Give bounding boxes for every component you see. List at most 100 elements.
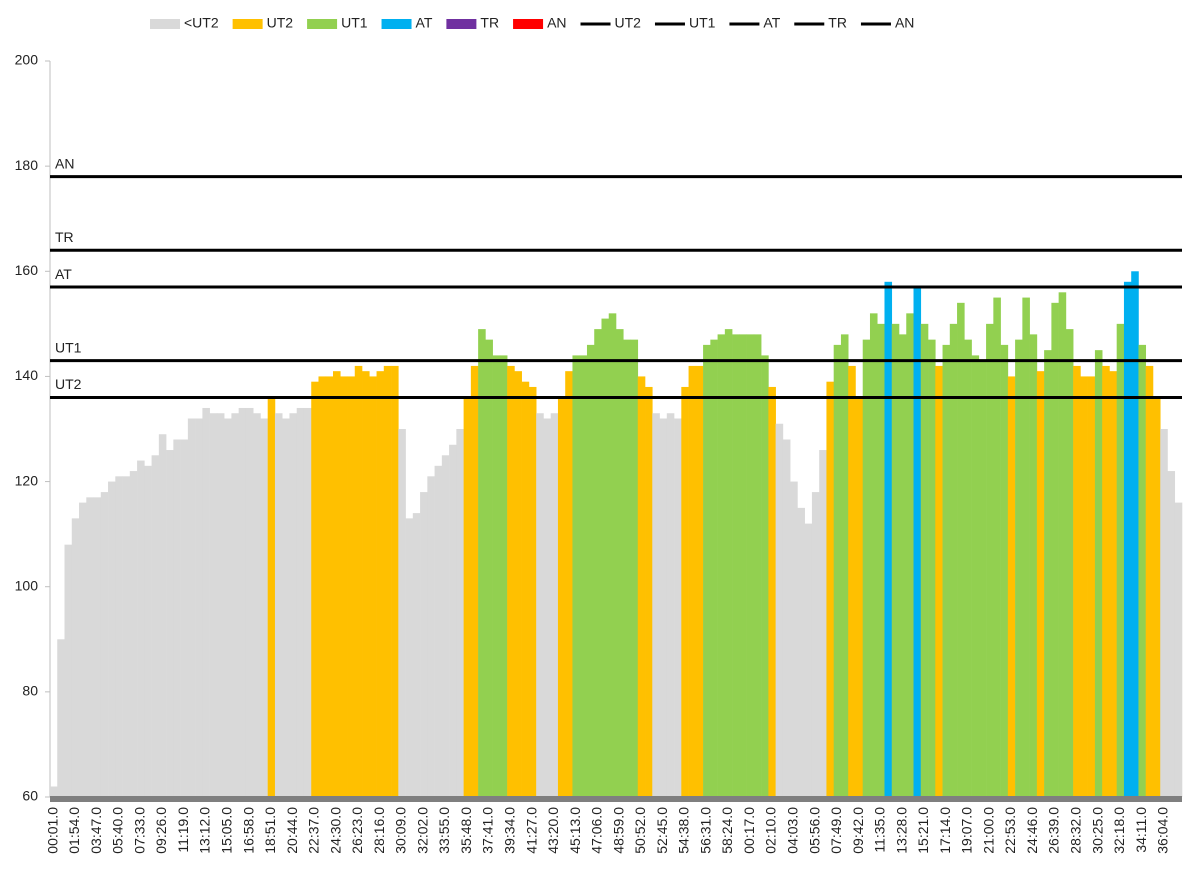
bar [282, 418, 290, 797]
bar [724, 329, 733, 797]
x-tick-label: 22:37.0 [306, 807, 322, 854]
bar [383, 365, 392, 797]
bar [209, 413, 218, 797]
legend-label: <UT2 [184, 15, 219, 31]
x-tick-label: 17:14.0 [937, 807, 953, 854]
bar [391, 365, 399, 797]
bar [100, 492, 109, 797]
legend-swatch [150, 19, 180, 29]
bar [703, 344, 711, 797]
x-tick-label: 33:55.0 [436, 807, 452, 854]
x-tick-label: 26:23.0 [349, 807, 365, 854]
bar [695, 365, 704, 797]
legend-label: UT2 [615, 15, 642, 31]
bar [1160, 429, 1168, 797]
bar [862, 339, 871, 797]
bar [717, 334, 726, 797]
x-tick-label: 32:02.0 [414, 807, 430, 854]
bar [187, 418, 196, 797]
bar [855, 397, 864, 797]
x-tick-label: 34:11.0 [1133, 807, 1149, 853]
x-tick-label: 09:42.0 [850, 807, 866, 854]
bar [993, 297, 1001, 797]
x-tick-label: 52:45.0 [654, 807, 670, 854]
bar [412, 513, 421, 797]
x-tick-label: 39:34.0 [501, 807, 517, 854]
x-tick-label: 05:56.0 [806, 807, 822, 854]
bar [296, 407, 305, 797]
bar [1000, 344, 1009, 797]
bar [369, 376, 377, 797]
legend-label: TR [480, 15, 499, 31]
x-tick-label: 30:09.0 [393, 807, 409, 854]
bar [79, 502, 87, 797]
bar [826, 381, 834, 797]
bar [64, 544, 73, 797]
x-tick-label: 07:49.0 [828, 807, 844, 854]
bar [151, 455, 160, 797]
bar [303, 407, 312, 797]
legend-swatch [446, 19, 477, 29]
bar [877, 323, 885, 797]
bar [318, 376, 327, 797]
x-tick-label: 20:44.0 [284, 807, 300, 854]
x-tick-label: 32:18.0 [1111, 807, 1127, 854]
bar [499, 355, 508, 797]
x-tick-label: 36:04.0 [1155, 807, 1171, 854]
bar [645, 386, 653, 797]
legend-label: AN [547, 15, 566, 31]
bar [652, 413, 660, 797]
bar [354, 365, 363, 797]
bar [1116, 323, 1125, 797]
bar [1109, 371, 1117, 797]
bar [1073, 365, 1081, 797]
bar [507, 365, 515, 797]
bar [260, 418, 268, 797]
y-tick-label: 160 [15, 262, 39, 278]
x-tick-label: 01:54.0 [66, 807, 82, 854]
bar [1152, 397, 1161, 797]
bar [492, 355, 501, 797]
x-tick-label: 24:30.0 [327, 807, 343, 854]
bar [579, 355, 588, 797]
x-tick-label: 18:51.0 [262, 807, 278, 854]
bar [405, 518, 414, 797]
bar [347, 376, 356, 797]
bar [144, 465, 152, 797]
legend-label: UT1 [341, 15, 368, 31]
bar [1036, 371, 1045, 797]
x-tick-label: 15:21.0 [915, 807, 931, 854]
bar [434, 465, 443, 797]
bar [920, 323, 929, 797]
bar [108, 481, 116, 797]
bar [1174, 502, 1183, 797]
x-tick-label: 13:12.0 [197, 807, 213, 854]
x-tick-label: 50:52.0 [632, 807, 648, 854]
x-tick-label: 41:27.0 [523, 807, 539, 854]
bar [478, 329, 486, 797]
x-tick-label: 28:32.0 [1067, 807, 1083, 854]
bar [1065, 329, 1074, 797]
x-tick-label: 48:59.0 [610, 807, 626, 854]
x-tick-label: 05:40.0 [110, 807, 126, 854]
bar [884, 281, 893, 797]
bar [1087, 376, 1096, 797]
threshold-label: TR [55, 229, 74, 245]
bar [594, 329, 602, 797]
legend-swatch [307, 19, 338, 29]
bar [224, 418, 232, 797]
bar [311, 381, 319, 797]
bar [463, 397, 472, 797]
bar [681, 386, 689, 797]
x-tick-label: 11:19.0 [175, 807, 191, 853]
bar [978, 360, 987, 797]
bar [913, 287, 922, 797]
y-tick-label: 180 [15, 157, 39, 173]
bar [441, 455, 450, 797]
bar [115, 476, 123, 797]
bar [608, 313, 617, 797]
bar [601, 318, 610, 797]
bar [93, 497, 102, 797]
bar [949, 323, 958, 797]
bar [761, 355, 769, 797]
